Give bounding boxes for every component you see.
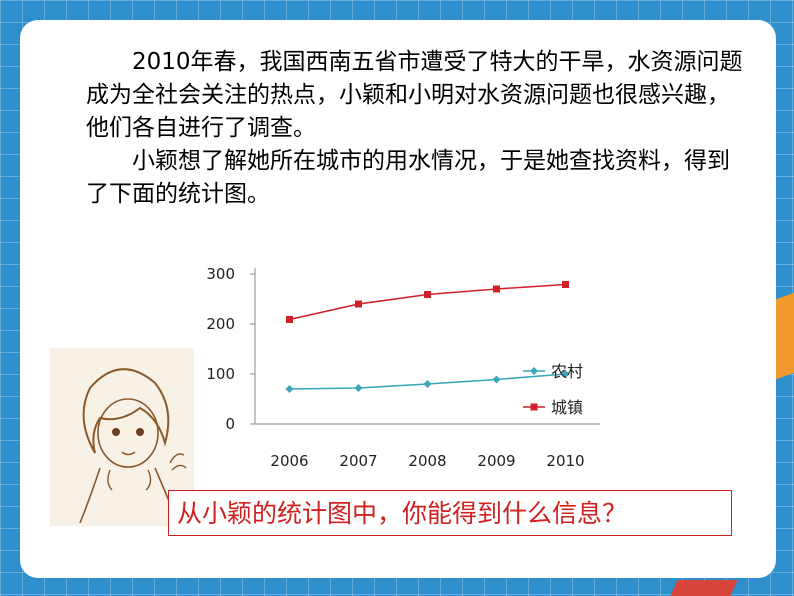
data-point: [493, 285, 500, 293]
legend-label-2: 城镇: [551, 398, 583, 417]
data-point: [286, 316, 293, 323]
y-tick-label: 300: [206, 265, 235, 283]
x-tick-label: 2007: [339, 452, 377, 470]
x-tick-label: 2009: [477, 452, 515, 470]
legend-label-1: 农村: [551, 362, 583, 381]
data-point: [562, 281, 569, 288]
second-paragraph: 小颖想了解她所在城市的用水情况，于是她查找资料，得到了下面的统计图。: [86, 148, 730, 207]
data-point: [423, 380, 432, 388]
slide-panel: 2010年春，我国西南五省市遭受了特大的干旱，水资源问题成为全社会关注的热点，小…: [20, 20, 776, 578]
decor-shape-bottom: [670, 580, 738, 596]
data-point: [492, 375, 501, 384]
x-tick-label: 2010: [546, 452, 584, 470]
data-point: [355, 300, 362, 308]
intro-paragraph: 2010年春，我国西南五省市遭受了特大的干旱，水资源问题成为全社会关注的热点，小…: [86, 49, 743, 141]
y-tick-label: 100: [206, 365, 235, 383]
series-line-2: [289, 283, 566, 321]
data-point: [424, 291, 431, 298]
data-point: [354, 384, 363, 392]
legend-marker: [530, 367, 538, 375]
data-point: [561, 370, 570, 378]
data-point: [285, 385, 294, 393]
question-box: 从小颖的统计图中，你能得到什么信息？: [168, 490, 732, 536]
y-tick-label: 0: [225, 415, 235, 433]
y-tick-label: 200: [206, 315, 235, 333]
x-tick-label: 2008: [408, 452, 446, 470]
x-tick-label: 2006: [270, 452, 308, 470]
legend-marker: [530, 403, 538, 411]
